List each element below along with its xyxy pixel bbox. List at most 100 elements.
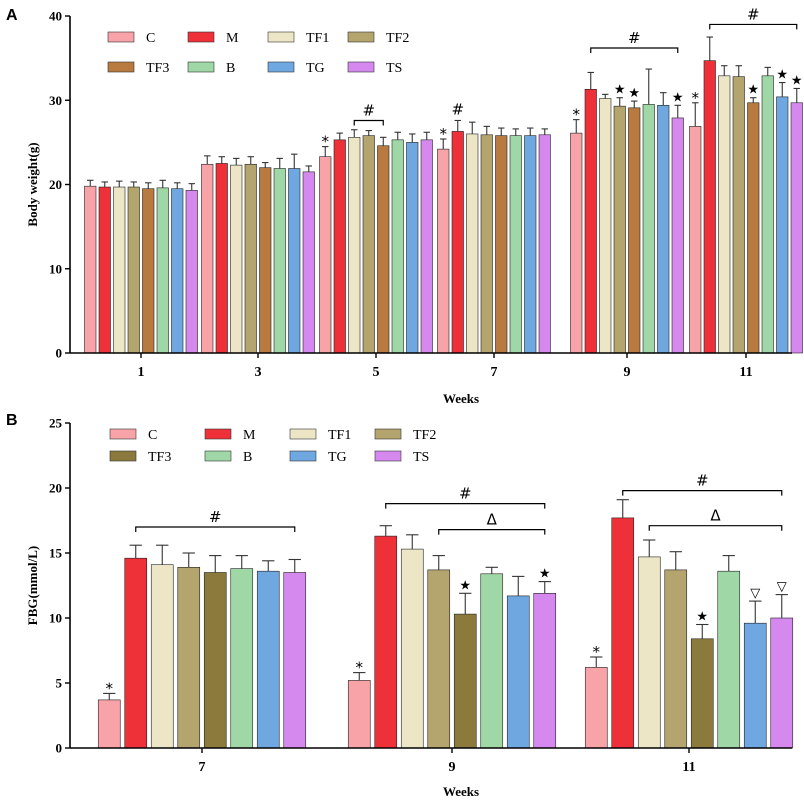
significance-mark: * — [593, 643, 601, 661]
y-tick-label: 15 — [49, 546, 63, 561]
bar-TF2-week-5 — [362, 135, 375, 354]
bar-TG-week-11 — [743, 622, 767, 749]
legend-label-TS: TS — [413, 450, 429, 465]
x-axis-title: Weeks — [443, 784, 479, 799]
bar-M-week-11 — [611, 517, 635, 749]
legend-label-M: M — [226, 31, 239, 46]
significance-mark: * — [106, 679, 114, 697]
bar-C-week-5 — [319, 156, 332, 354]
bar-TF2-week-9 — [613, 105, 626, 354]
panel-label: A — [6, 7, 18, 24]
legend-label-C: C — [148, 428, 157, 443]
legend-label-TG: TG — [328, 450, 347, 465]
legend-swatch-TS — [347, 61, 375, 73]
bar-TG-week-9 — [657, 105, 670, 354]
legend-label-TF3: TF3 — [146, 61, 169, 76]
bar-TG-week-11 — [776, 96, 789, 354]
bar-TS-week-9 — [533, 592, 557, 749]
bar-B-week-7 — [509, 135, 522, 354]
significance-mark: ★ — [459, 578, 471, 593]
bar-TG-week-3 — [288, 168, 301, 354]
legend-label-M: M — [243, 428, 256, 443]
significance-mark: ★ — [672, 90, 684, 105]
y-tick-label: 25 — [49, 416, 63, 431]
y-tick-label: 20 — [49, 481, 62, 496]
bar-TF2-week-7 — [480, 134, 493, 354]
bar-M-week-3 — [215, 163, 228, 354]
x-tick-label: 3 — [255, 365, 262, 380]
bar-TF2-week-7 — [177, 566, 201, 749]
bar-TG-week-7 — [524, 135, 537, 354]
comparison-bracket — [385, 503, 546, 509]
bracket-label: Δ — [710, 507, 721, 525]
bar-B-week-11 — [717, 570, 741, 749]
bar-TF1-week-11 — [637, 556, 661, 749]
legend-label-TG: TG — [306, 61, 325, 76]
y-tick-label: 40 — [49, 9, 62, 24]
bracket-label: # — [747, 5, 760, 23]
legend-label-TF1: TF1 — [306, 31, 329, 46]
bar-TG-week-5 — [406, 142, 419, 354]
bar-TS-week-5 — [420, 139, 433, 354]
bar-B-week-5 — [391, 139, 404, 354]
bar-C-week-3 — [201, 163, 214, 354]
bar-TF3-week-11 — [747, 102, 760, 354]
comparison-bracket — [590, 47, 679, 54]
significance-mark: ★ — [539, 567, 551, 582]
y-axis-title: FBG(mmol/L) — [25, 546, 40, 625]
significance-mark: * — [573, 106, 581, 124]
significance-mark: ★ — [776, 68, 788, 83]
panel-a-body-weight-chart: A 0 10 20 30 40 1 3 5 7 9 11 Weeks Body weight(g) C M TF… — [6, 5, 803, 406]
comparison-bracket — [353, 119, 384, 126]
legend-label-TF2: TF2 — [386, 31, 409, 46]
comparison-bracket — [648, 525, 783, 531]
bracket-label: # — [459, 485, 472, 503]
legend-swatch-TS — [374, 450, 402, 462]
y-tick-label: 0 — [56, 741, 63, 756]
bracket-label: # — [362, 101, 375, 119]
bar-TS-week-11 — [770, 617, 794, 749]
legend-swatch-TG — [267, 61, 295, 73]
bar-B-week-11 — [761, 75, 774, 354]
comparison-bracket — [622, 490, 783, 496]
bar-C-week-11 — [689, 126, 702, 354]
legend-swatch-TF3 — [107, 61, 135, 73]
x-tick-label: 9 — [449, 760, 456, 775]
significance-mark: ▽ — [750, 586, 760, 601]
bar-TS-week-9 — [671, 117, 684, 354]
bar-TF2-week-11 — [664, 569, 688, 749]
bar-B-week-1 — [156, 187, 169, 354]
bar-M-week-9 — [584, 89, 597, 354]
legend-label-TF1: TF1 — [328, 428, 351, 443]
significance-mark: * — [322, 133, 330, 151]
panel-b-fbg-chart: B 0 5 10 15 20 25 7 9 11 Weeks FBG(mmol/L) C M TF1 TF2 T… — [6, 412, 794, 799]
bar-B-week-9 — [642, 104, 655, 354]
x-tick-label: 9 — [624, 365, 631, 380]
bar-TF1-week-9 — [400, 548, 424, 749]
bar-M-week-1 — [98, 186, 111, 354]
y-tick-label: 0 — [56, 346, 63, 361]
legend-label-TF2: TF2 — [413, 428, 436, 443]
bar-B-week-3 — [273, 168, 286, 354]
x-tick-label: 7 — [491, 365, 498, 380]
legend-swatch-B — [187, 61, 215, 73]
bar-C-week-9 — [347, 680, 371, 749]
bar-TF3-week-9 — [628, 107, 641, 354]
bar-TS-week-11 — [790, 102, 803, 354]
bar-TS-week-7 — [538, 134, 551, 354]
significance-mark: ★ — [614, 83, 626, 98]
comparison-bracket — [135, 526, 296, 532]
legend-swatch-M — [204, 428, 232, 440]
bar-TF3-week-3 — [259, 167, 272, 354]
bar-B-week-9 — [480, 573, 504, 749]
legend-swatch-TG — [289, 450, 317, 462]
legend-swatch-TF3 — [109, 450, 137, 462]
hash-mark: # — [451, 100, 464, 118]
comparison-bracket — [709, 23, 798, 30]
bar-TF1-week-7 — [150, 564, 174, 749]
significance-mark: ▽ — [777, 580, 787, 595]
y-tick-label: 30 — [49, 93, 62, 108]
y-tick-label: 5 — [56, 676, 63, 691]
bar-TF2-week-11 — [732, 76, 745, 354]
